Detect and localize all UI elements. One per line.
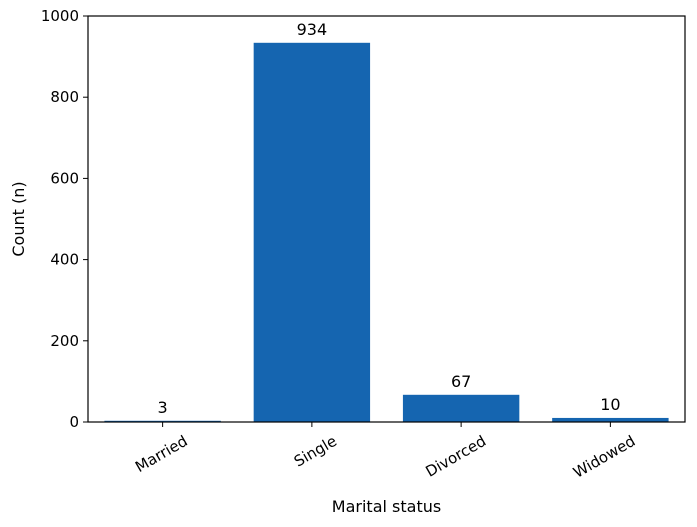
y-tick-label: 800 [50,88,79,106]
y-tick-label: 200 [50,332,79,350]
x-axis-ticks: Married Single Divorced Widowed [132,422,638,482]
x-tick-label-widowed: Widowed [570,432,638,482]
data-label-single: 934 [297,20,328,39]
x-tick-label-single: Single [291,432,340,471]
y-tick-label: 600 [50,169,79,187]
x-tick-label-married: Married [132,432,190,476]
data-labels-layer: 3 934 67 10 [158,20,621,417]
plot-frame [87,15,686,423]
y-axis-label: Count (n) [9,181,28,256]
x-tick-label-divorced: Divorced [422,432,489,481]
y-axis-ticks: 0 200 400 600 800 1000 [41,7,88,431]
x-axis-label: Marital status [332,497,441,516]
bar-single [253,42,371,423]
data-label-divorced: 67 [451,372,471,391]
bars-layer [104,42,669,423]
data-label-widowed: 10 [600,395,620,414]
bar-divorced [402,394,520,422]
data-label-married: 3 [158,398,168,417]
bar-widowed [552,417,669,422]
y-tick-label: 0 [69,413,79,431]
y-tick-label: 1000 [41,7,79,25]
bar-married [104,420,221,422]
y-tick-label: 400 [50,251,79,269]
